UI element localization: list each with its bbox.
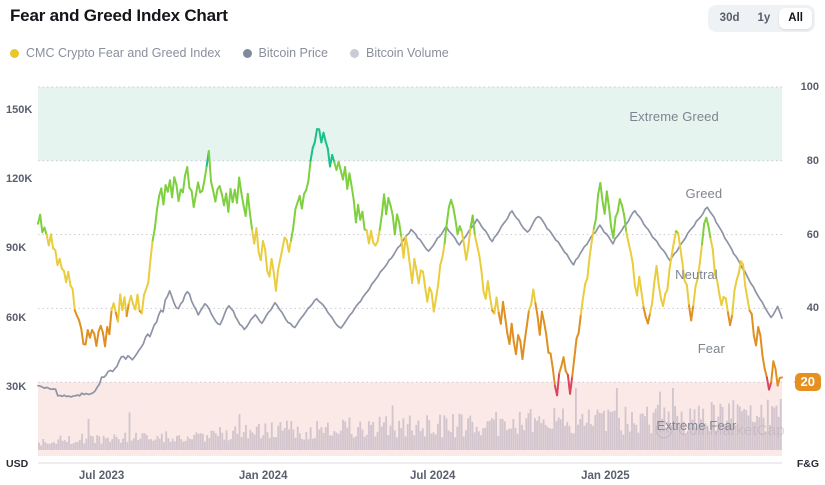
page-title: Fear and Greed Index Chart: [10, 6, 228, 25]
y-axis-left-tick: 90K: [6, 242, 27, 255]
zone-annotation-extreme-fear: Extreme Fear: [656, 418, 737, 434]
fear-greed-index-line: [37, 128, 783, 397]
range-selector[interactable]: 30d 1y All: [707, 5, 815, 32]
y-axis-left-tick: 120K: [6, 173, 33, 186]
x-axis-tick: Jan 2024: [238, 470, 288, 482]
legend-item-2[interactable]: Bitcoin Volume: [350, 46, 449, 60]
zone-annotation-neutral: Neutral: [675, 267, 718, 283]
legend-dot-icon: [350, 48, 360, 58]
range-button-1y[interactable]: 1y: [749, 8, 780, 29]
y-axis-left-unit: USD: [6, 458, 29, 470]
y-axis-right-tick: 40: [806, 302, 819, 315]
volume-bars: [38, 388, 782, 450]
x-axis-tick: Jan 2025: [581, 470, 630, 482]
legend-label: CMC Crypto Fear and Greed Index: [26, 46, 221, 60]
y-axis-right-tick: 80: [806, 154, 819, 167]
y-axis-left-tick: 30K: [6, 380, 27, 393]
legend-dot-icon: [242, 48, 252, 58]
range-button-all[interactable]: All: [779, 8, 812, 29]
chart-canvas: [37, 86, 783, 464]
y-axis-right-unit: F&G: [796, 458, 819, 470]
chart-legend: CMC Crypto Fear and Greed Index Bitcoin P…: [10, 43, 449, 63]
legend-label: Bitcoin Price: [258, 46, 329, 60]
range-button-30d[interactable]: 30d: [711, 8, 749, 29]
legend-item-0[interactable]: CMC Crypto Fear and Greed Index: [10, 46, 221, 60]
zone-band-0: [38, 87, 782, 161]
zone-annotation-greed: Greed: [685, 186, 723, 201]
y-axis-left-tick: 150K: [6, 104, 33, 117]
x-axis-tick: Jul 2023: [78, 470, 125, 482]
legend-label: Bitcoin Volume: [366, 46, 449, 60]
legend-dot-icon: [10, 48, 19, 58]
current-value-badge: 20: [793, 373, 821, 392]
y-axis-right-tick: 60: [806, 228, 819, 241]
chart-plot-area: 150K 120K 90K 60K 30K 100 80 60 40 USD F&G Jul 2023…: [0, 78, 825, 485]
x-axis-tick: Jul 2024: [410, 470, 456, 482]
y-axis-right-tick: 100: [800, 81, 819, 93]
zone-annotation-extreme-greed: Extreme Greed: [629, 108, 719, 124]
widget-header: Fear and Greed Index Chart 30d 1y All: [0, 0, 825, 36]
bitcoin-price-line: [37, 206, 783, 398]
legend-item-1[interactable]: Bitcoin Price: [242, 46, 329, 60]
zone-annotation-fear: Fear: [697, 340, 725, 356]
y-axis-left-tick: 60K: [6, 311, 27, 324]
